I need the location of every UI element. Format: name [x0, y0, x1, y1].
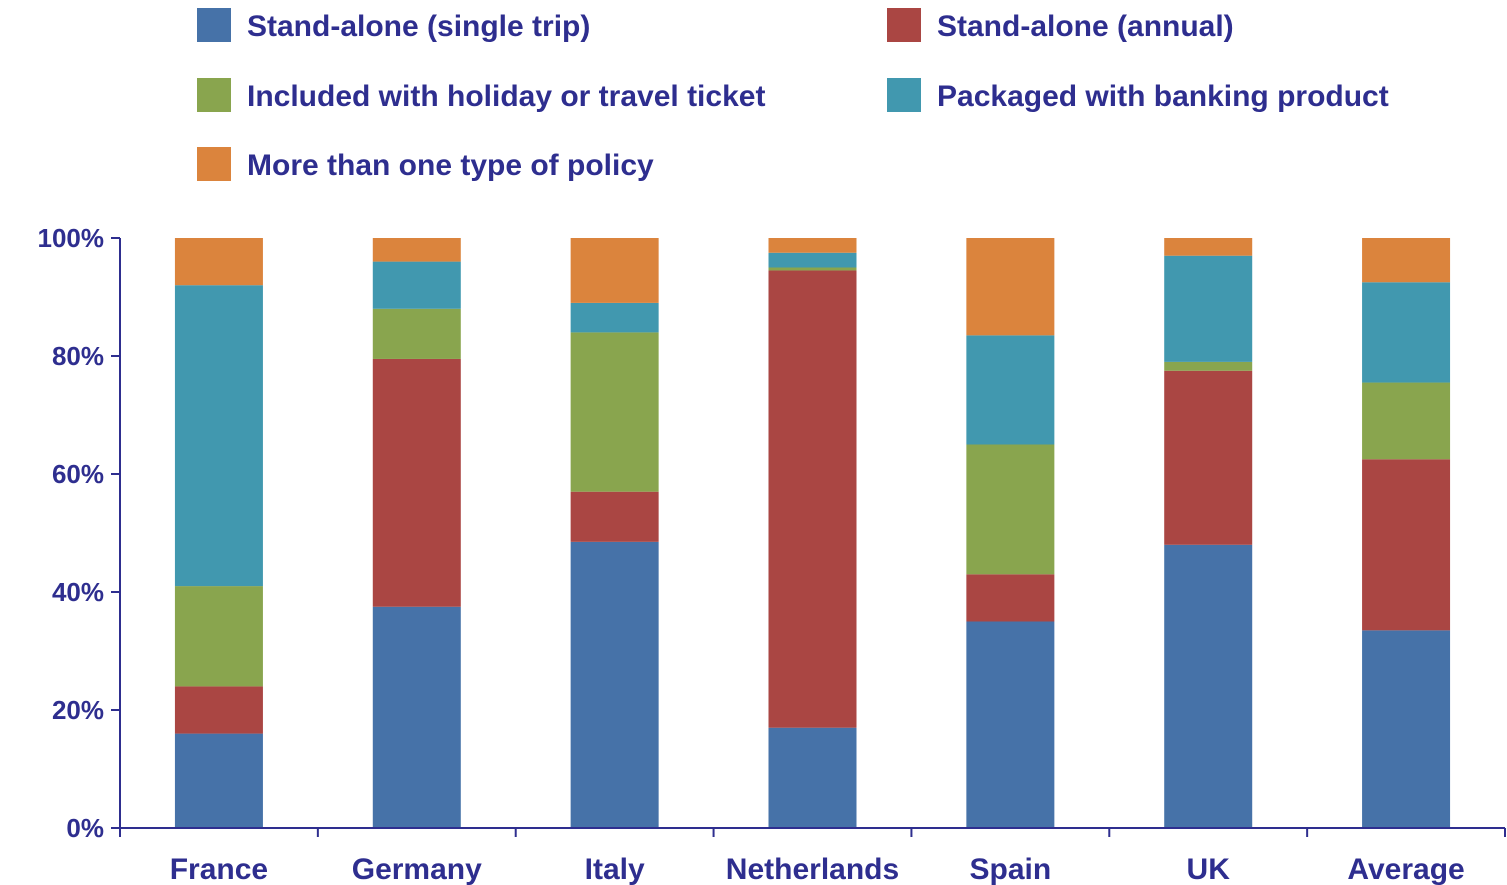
legend-label-stand-alone-single-trip: Stand-alone (single trip)	[247, 10, 590, 43]
bar-uk-stand-alone-single-trip	[1164, 544, 1253, 828]
y-tick-label: 20%	[52, 695, 104, 725]
bar-uk-more-than-one-type-of-policy	[1164, 238, 1253, 256]
bar-germany-stand-alone-single-trip	[372, 606, 461, 828]
legend-swatch-stand-alone-annual	[887, 8, 921, 42]
bar-average-stand-alone-single-trip	[1362, 630, 1451, 828]
bar-average-included-with-holiday-or-travel-ticket	[1362, 382, 1451, 460]
bar-spain-packaged-with-banking-product	[966, 335, 1055, 445]
legend-swatch-included-with-holiday-or-travel-ticket	[197, 78, 231, 112]
legend: Stand-alone (single trip) Stand-alone (an…	[197, 8, 1389, 182]
y-tick-label: 80%	[52, 341, 104, 371]
bar-france-stand-alone-annual	[174, 686, 263, 734]
bar-germany-stand-alone-annual	[372, 358, 461, 607]
bar-netherlands-stand-alone-single-trip	[768, 727, 857, 828]
legend-swatch-more-than-one-type-of-policy	[197, 147, 231, 181]
bar-italy-stand-alone-single-trip	[570, 541, 659, 828]
bar-italy-stand-alone-annual	[570, 491, 659, 542]
legend-label-stand-alone-annual: Stand-alone (annual)	[937, 10, 1234, 43]
bar-germany-more-than-one-type-of-policy	[372, 238, 461, 262]
y-tick-label: 0%	[66, 813, 104, 843]
bar-average-packaged-with-banking-product	[1362, 282, 1451, 383]
legend-swatch-packaged-with-banking-product	[887, 78, 921, 112]
x-tick-label-italy: Italy	[585, 853, 645, 885]
y-tick-label: 40%	[52, 577, 104, 607]
bar-france-included-with-holiday-or-travel-ticket	[174, 586, 263, 687]
y-tick-label: 60%	[52, 459, 104, 489]
legend-label-more-than-one-type-of-policy: More than one type of policy	[247, 149, 654, 182]
bar-germany-included-with-holiday-or-travel-ticket	[372, 308, 461, 359]
bar-spain-more-than-one-type-of-policy	[966, 238, 1055, 336]
bar-france-stand-alone-single-trip	[174, 733, 263, 828]
legend-swatch-stand-alone-single-trip	[197, 8, 231, 42]
bar-uk-packaged-with-banking-product	[1164, 255, 1253, 362]
bar-italy-packaged-with-banking-product	[570, 302, 659, 333]
bar-uk-stand-alone-annual	[1164, 370, 1253, 545]
x-tick-label-uk: UK	[1187, 853, 1231, 885]
bar-uk-included-with-holiday-or-travel-ticket	[1164, 361, 1253, 371]
bar-spain-stand-alone-single-trip	[966, 621, 1055, 828]
bar-germany-packaged-with-banking-product	[372, 261, 461, 309]
x-tick-label-average: Average	[1347, 853, 1464, 885]
legend-label-packaged-with-banking-product: Packaged with banking product	[937, 80, 1389, 113]
axes: 0% 20% 40% 60% 80% 100% France Germany Italy Neth…	[38, 223, 1506, 885]
bar-france-packaged-with-banking-product	[174, 285, 263, 587]
bar-spain-stand-alone-annual	[966, 574, 1055, 622]
legend-label-included-with-holiday-or-travel-ticket: Included with holiday or travel ticket	[247, 80, 765, 113]
x-tick-label-netherlands: Netherlands	[726, 853, 899, 885]
x-tick-label-spain: Spain	[970, 853, 1052, 885]
bar-italy-more-than-one-type-of-policy	[570, 238, 659, 303]
y-tick-label: 100%	[38, 223, 105, 253]
bar-netherlands-more-than-one-type-of-policy	[768, 238, 857, 253]
bar-italy-included-with-holiday-or-travel-ticket	[570, 332, 659, 492]
bar-france-more-than-one-type-of-policy	[174, 238, 263, 286]
x-tick-label-france: France	[170, 853, 268, 885]
bar-average-more-than-one-type-of-policy	[1362, 238, 1451, 283]
bar-netherlands-packaged-with-banking-product	[768, 252, 857, 268]
bar-netherlands-included-with-holiday-or-travel-ticket	[768, 267, 857, 271]
bar-netherlands-stand-alone-annual	[768, 270, 857, 728]
bar-average-stand-alone-annual	[1362, 459, 1451, 631]
bar-spain-included-with-holiday-or-travel-ticket	[966, 444, 1055, 575]
x-tick-label-germany: Germany	[352, 853, 482, 885]
bars	[174, 238, 1451, 828]
